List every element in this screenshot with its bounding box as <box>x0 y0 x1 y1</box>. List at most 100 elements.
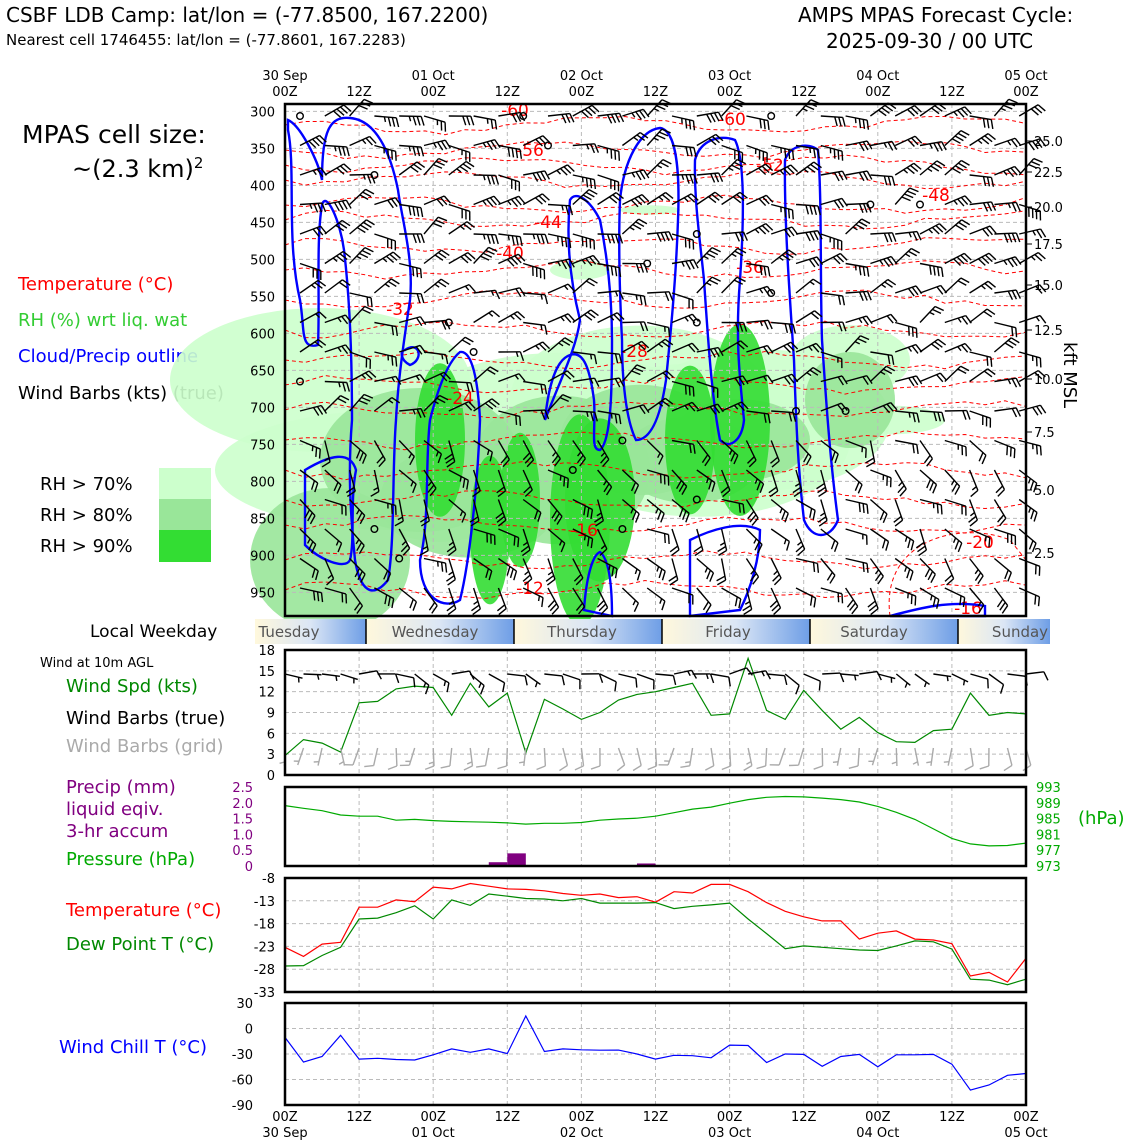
barb-flag <box>459 165 469 173</box>
wind-barb <box>671 498 690 523</box>
temperature-contour <box>284 140 1026 160</box>
top-day-label: 01 Oct <box>412 69 455 84</box>
barb-flag <box>756 765 766 770</box>
wind-barb <box>969 174 995 187</box>
barb-flag <box>661 570 666 581</box>
wind-barb <box>820 439 839 464</box>
barb-half-flag <box>397 516 403 521</box>
wind-barb <box>915 528 928 557</box>
barb-flag <box>387 280 397 288</box>
temperature-line <box>284 882 1027 983</box>
barb-flag <box>316 227 324 236</box>
barb-flag <box>590 765 601 770</box>
wind-barb <box>572 188 598 206</box>
barb-half-flag <box>957 317 962 323</box>
barb-flag <box>837 376 844 386</box>
wind-barb <box>349 499 366 525</box>
barb-flag <box>443 195 452 204</box>
wind-barb <box>788 747 805 767</box>
barb-half-flag <box>361 374 367 379</box>
wind-barb <box>919 587 940 609</box>
barb-half-flag <box>581 259 586 265</box>
barb-flag <box>360 573 366 583</box>
barb-shaft <box>505 747 508 767</box>
barb-flag <box>878 109 887 117</box>
barb-half-flag <box>1032 230 1037 236</box>
barb-flag <box>836 254 845 263</box>
barb-flag <box>391 117 396 127</box>
wind-barb <box>845 218 871 235</box>
pressure-tick-label: 985 <box>1036 813 1061 828</box>
barb-flag <box>865 457 875 464</box>
barb-flag <box>441 249 450 257</box>
barb-flag <box>341 200 348 210</box>
barb-shaft <box>303 673 322 676</box>
barb-flag <box>545 575 555 582</box>
barb-flag <box>929 481 935 491</box>
barb-flag <box>368 370 377 378</box>
barb-flag <box>420 233 425 244</box>
barb-flag <box>416 161 426 169</box>
wind-barb <box>423 139 452 151</box>
wind-barb <box>296 111 305 120</box>
barb-flag <box>985 227 993 236</box>
barb-half-flag <box>401 540 407 546</box>
barb-flag <box>940 504 943 515</box>
barb-flag <box>343 104 352 112</box>
wind-barb <box>423 278 450 294</box>
wind-barb <box>944 277 970 294</box>
wind-barb <box>547 164 575 176</box>
barb-half-flag <box>974 569 979 575</box>
barb-flag <box>486 198 494 207</box>
barb-flag <box>786 166 795 174</box>
wind-barb <box>398 440 415 466</box>
barb-flag <box>394 673 400 684</box>
wind-barb <box>299 134 327 149</box>
barb-flag <box>502 459 510 468</box>
barb-flag <box>812 257 820 267</box>
wind-barbs-true-label: Wind Barbs (true) <box>66 708 226 729</box>
barb-flag <box>887 354 891 365</box>
barb-flag <box>743 765 753 772</box>
wind-barb <box>845 335 870 353</box>
barb-half-flag <box>797 541 802 546</box>
barb-flag <box>1006 169 1015 178</box>
barb-shaft <box>1025 671 1044 675</box>
wind-barb <box>547 203 574 216</box>
windchill-tick-label: 0 <box>245 1023 253 1038</box>
barb-flag <box>542 341 551 350</box>
wind-barb <box>572 498 594 519</box>
barb-flag <box>614 413 618 424</box>
wind-barb <box>820 292 846 306</box>
wind-tick-label: 6 <box>267 727 275 742</box>
barb-flag <box>356 605 363 614</box>
barb-half-flag <box>1028 507 1032 513</box>
barb-half-flag <box>809 147 812 153</box>
barb-flag <box>1006 445 1009 456</box>
barb-flag <box>809 231 815 241</box>
wind-barb <box>692 495 701 504</box>
barb-flag <box>810 312 820 320</box>
barb-flag <box>361 249 371 256</box>
wind-barb <box>324 587 348 604</box>
wind-barb <box>293 747 305 766</box>
wind-barb <box>770 341 799 354</box>
barb-flag <box>576 454 584 464</box>
barb-flag <box>363 393 374 399</box>
barb-flag <box>424 684 430 695</box>
wind-barb <box>522 587 544 608</box>
wind-barb <box>473 289 501 300</box>
bottom-hour-label: 00Z <box>865 1110 891 1125</box>
calm-circle <box>692 495 701 504</box>
barb-flag <box>536 765 546 771</box>
barb-flag <box>602 458 610 468</box>
barb-half-flag <box>478 682 482 689</box>
wind-barb <box>680 747 694 769</box>
calm-circle <box>618 525 627 534</box>
temperature-contour <box>284 374 1026 395</box>
wind-barb <box>919 102 947 117</box>
barb-half-flag <box>324 457 330 462</box>
wind-barb <box>373 278 400 294</box>
barb-flag <box>907 288 915 297</box>
barb-half-flag <box>635 294 638 301</box>
